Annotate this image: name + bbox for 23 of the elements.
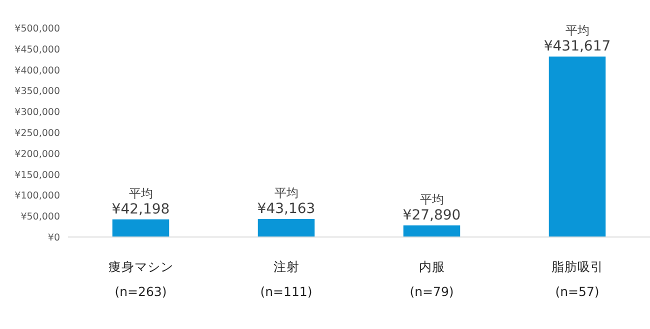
y-tick-label: ¥100,000 [14,190,60,202]
x-tick-label: 内服 (n=79) [410,259,454,299]
data-label: 平均 ¥27,890 [402,192,461,224]
y-tick-label: ¥500,000 [14,24,60,34]
y-tick-label: ¥300,000 [14,107,60,118]
y-tick-label: ¥400,000 [14,65,60,76]
y-tick-label: ¥250,000 [14,128,60,139]
x-tick-label: 注射 (n=111) [260,259,312,299]
y-tick-label: ¥350,000 [14,86,60,98]
bar [258,218,315,237]
x-tick-label: 痩身マシン (n=263) [108,259,174,299]
data-label: 平均 ¥431,617 [544,24,611,55]
bar [112,219,170,237]
y-tick-label: ¥150,000 [14,170,60,181]
x-tick-label: 脂肪吸引 (n=57) [551,259,604,299]
y-tick-label: ¥450,000 [14,44,60,56]
y-tick-label: ¥50,000 [20,212,60,223]
data-label: 平均 ¥43,163 [257,186,316,217]
y-tick-label: ¥0 [48,232,60,244]
y-tick-label: ¥200,000 [14,148,60,160]
data-label: 平均 ¥42,198 [112,186,170,218]
bar [403,225,460,237]
bar [548,56,606,237]
